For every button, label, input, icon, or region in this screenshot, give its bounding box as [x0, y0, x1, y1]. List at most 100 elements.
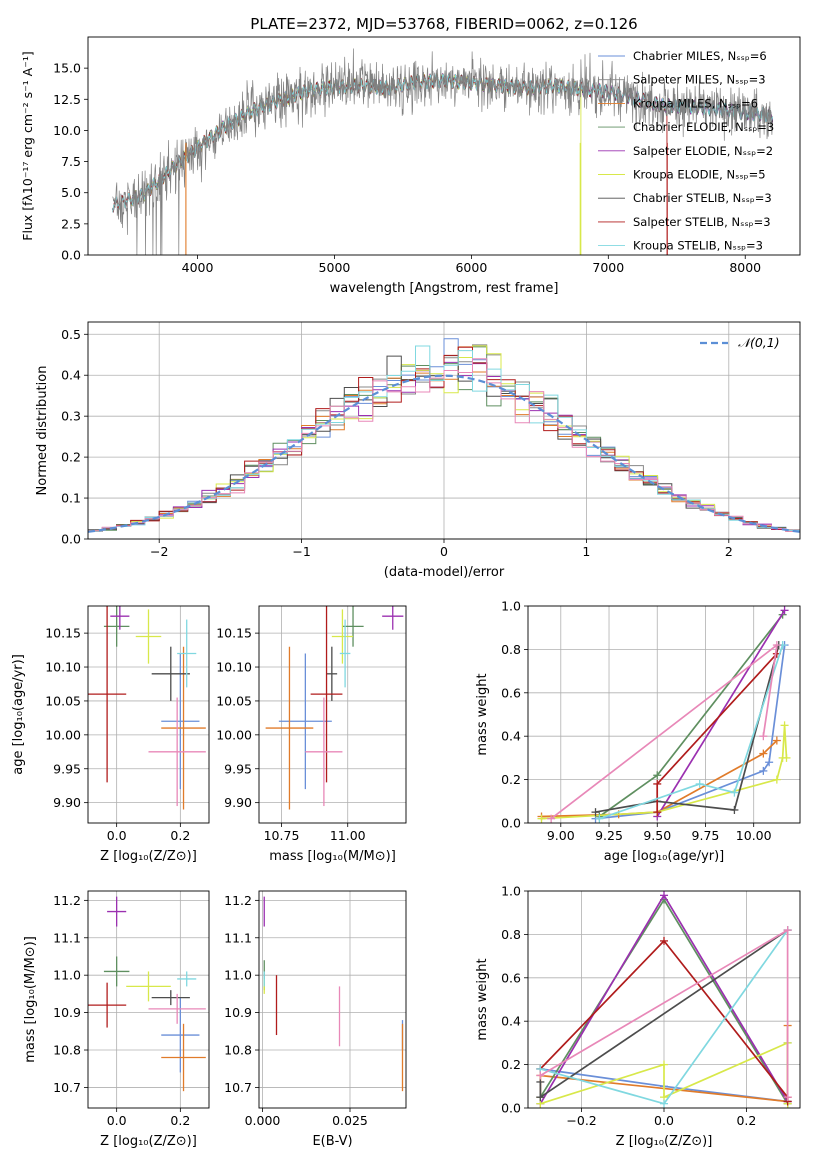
tick-label-y: 11.2 [224, 893, 252, 908]
tick-label-x: 0.2 [170, 828, 190, 843]
axes-frame [87, 36, 801, 256]
tick-label-x: −2 [150, 544, 168, 559]
axes-frame [258, 605, 407, 824]
age-vs-mass-panel: 10.75 11.00 9.90 9.95 10.00 10.05 10.10 10.15 ma… [216, 605, 407, 864]
plot-area [537, 606, 791, 823]
tick-label-x: 0.2 [170, 1113, 190, 1128]
tick-label-x: 9.75 [692, 828, 720, 843]
model-spectrum-salpeter-stelib [112, 73, 668, 255]
tick-label-y: 11.1 [53, 930, 81, 945]
legend-label: 𝒩(0,1) [738, 335, 780, 350]
tick-label-y: 10.0 [53, 123, 81, 138]
tick-label-x: −0.2 [566, 1113, 596, 1128]
tick-label-y: 10.9 [224, 1005, 252, 1020]
tick-label-x: 2 [725, 544, 733, 559]
tick-label-y: 0.6 [501, 685, 521, 700]
tick-label-y: 0.2 [501, 772, 521, 787]
tick-label-y: 0.4 [61, 368, 81, 383]
y-axis-label: Normed distribution [35, 366, 50, 496]
age-vs-metallicity-panel: 0.0 0.2 9.90 9.95 10.00 10.05 10.10 10.15 Z [log… [11, 605, 210, 864]
tick-label-y: 11.1 [224, 930, 252, 945]
tick-label-y: 10.8 [53, 1043, 81, 1058]
tick-label-y: 9.90 [53, 795, 81, 810]
model-spectrum-kroupa-stelib [112, 73, 774, 213]
weight-series [550, 644, 778, 820]
tick-label-x: 0.2 [736, 1113, 756, 1128]
x-axis-label: E(B-V) [312, 1134, 352, 1149]
tick-label-x: 0 [440, 544, 448, 559]
tick-label-y: 11.0 [224, 968, 252, 983]
y-axis-label: mass weight [475, 673, 490, 755]
tick-label-y: 0.8 [501, 927, 521, 942]
plot-area [536, 891, 792, 1108]
tick-label-x: 8000 [729, 260, 761, 275]
legend: Chabrier MILES, Nₛₛₚ=6 Salpeter MILES, Nₛ… [598, 49, 774, 253]
mass-vs-metallicity-panel: 0.0 0.2 10.7 10.8 10.9 11.0 11.1 11.2 Z [log₁₀(Z… [23, 890, 210, 1149]
mass-vs-extinction-panel: 0.000 0.025 10.7 10.8 10.9 11.0 11.1 11.2 E(B-V) [224, 890, 407, 1149]
legend-label: Chabrier ELODIE, Nₛₛₚ=3 [633, 120, 774, 134]
tick-label-x: 10.75 [264, 828, 300, 843]
tick-label-y: 0.4 [501, 1014, 521, 1029]
tick-label-y: 0.1 [61, 491, 81, 506]
legend-label: Kroupa ELODIE, Nₛₛₚ=5 [633, 168, 766, 182]
tick-label-y: 0.5 [61, 327, 81, 342]
tick-label-x: 0.0 [654, 1113, 674, 1128]
plot-area [88, 338, 800, 533]
plot-area [88, 896, 206, 1092]
tick-label-y: 0.4 [501, 729, 521, 744]
tick-label-y: 0.0 [61, 248, 81, 263]
tick-label-x: 4000 [182, 260, 214, 275]
tick-label-x: 11.00 [330, 828, 366, 843]
residual-histogram-panel: −2 −1 0 1 2 0.0 0.1 0.2 0.3 0.4 0.5 (data-model)/er… [35, 321, 801, 580]
tick-label-y: 10.8 [224, 1043, 252, 1058]
tick-label-y: 2.5 [61, 216, 81, 231]
axes-frame [527, 605, 801, 824]
tick-label-x: −1 [292, 544, 310, 559]
plot-area [88, 606, 206, 810]
legend-label: Kroupa STELIB, Nₛₛₚ=3 [633, 239, 763, 253]
tick-label-y: 9.95 [53, 761, 81, 776]
tick-label-x: 9.50 [643, 828, 671, 843]
y-axis-label: mass [log₁₀(M/M⊙)] [23, 936, 38, 1063]
tick-label-x: 9.00 [547, 828, 575, 843]
axes-frame [87, 890, 210, 1109]
plot-area [263, 896, 404, 1092]
tick-label-y: 11.0 [53, 968, 81, 983]
figure-title: PLATE=2372, MJD=53768, FIBERID=0062, z=0… [250, 15, 637, 33]
x-axis-label: Z [log₁₀(Z/Z⊙)] [100, 1134, 197, 1149]
axes-frame [258, 890, 407, 1109]
axes-frame [87, 321, 801, 540]
legend-label: Chabrier STELIB, Nₛₛₚ=3 [633, 191, 772, 205]
tick-label-y: 10.15 [45, 626, 81, 641]
tick-label-y: 15.0 [53, 61, 81, 76]
tick-label-y: 7.5 [61, 154, 81, 169]
weight-series [599, 644, 784, 820]
axes-frame [87, 605, 210, 824]
tick-label-y: 10.7 [224, 1080, 252, 1095]
tick-label-y: 10.00 [45, 727, 81, 742]
x-axis-label: Z [log₁₀(Z/Z⊙)] [100, 849, 197, 864]
legend-label: Chabrier MILES, Nₛₛₚ=6 [633, 49, 767, 63]
tick-label-y: 0.0 [501, 816, 521, 831]
legend-label: Salpeter MILES, Nₛₛₚ=3 [633, 73, 766, 87]
weight-vs-age-panel: 9.00 9.25 9.50 9.75 10.00 0.0 0.2 0.4 0.6 0.8 1.0 a… [475, 599, 801, 864]
observed-spectrum [112, 48, 773, 255]
tick-label-y: 0.3 [61, 409, 81, 424]
tick-label-y: 10.7 [53, 1080, 81, 1095]
x-axis-label: wavelength [Angstrom, rest frame] [330, 281, 559, 296]
tick-label-x: 0.0 [107, 1113, 127, 1128]
x-axis-label: Z [log₁₀(Z/Z⊙)] [616, 1134, 713, 1149]
tick-label-y: 1.0 [501, 884, 521, 899]
plot-area [265, 606, 404, 810]
weight-series [595, 644, 780, 813]
tick-label-x: 5000 [319, 260, 351, 275]
tick-label-y: 1.0 [501, 599, 521, 614]
weight-series [541, 724, 788, 820]
tick-label-y: 0.0 [501, 1101, 521, 1116]
weight-vs-metallicity-panel: −0.2 0.0 0.2 0.0 0.2 0.4 0.6 0.8 1.0 Z [log₁₀(Z/Z… [475, 884, 801, 1149]
x-axis-label: age [log₁₀(age/yr)] [604, 849, 725, 864]
x-axis-label: (data-model)/error [384, 565, 505, 580]
tick-label-x: 9.25 [595, 828, 623, 843]
tick-label-y: 0.0 [61, 532, 81, 547]
